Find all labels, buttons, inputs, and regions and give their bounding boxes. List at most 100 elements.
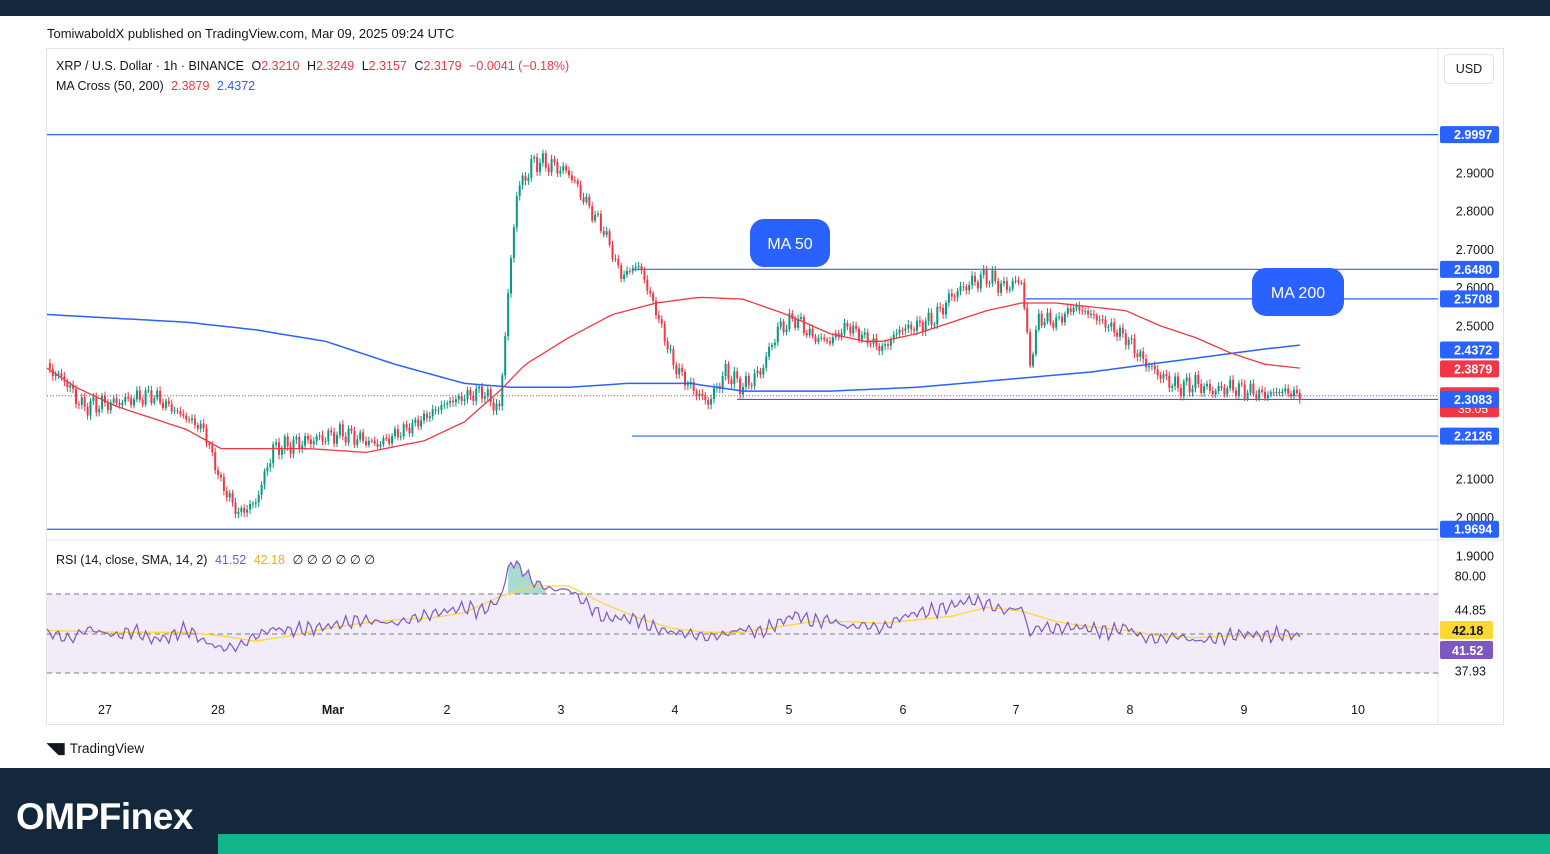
- rsi-tick-label: 44.85: [1455, 604, 1486, 618]
- candle-body: [298, 436, 301, 449]
- candle-body: [826, 339, 829, 342]
- candle-body: [193, 418, 196, 426]
- level-badge-2-5708-label: 2.5708: [1454, 292, 1492, 306]
- candle-body: [77, 403, 80, 405]
- candle-body: [947, 293, 950, 303]
- candle-body: [405, 424, 408, 428]
- level-badge-2-3083: [1440, 390, 1499, 408]
- candle-body: [365, 440, 367, 445]
- candle-body: [739, 378, 742, 395]
- candle-body: [191, 418, 193, 421]
- candle-body: [730, 379, 733, 385]
- candle-body: [217, 470, 220, 475]
- candle-body: [1081, 310, 1084, 312]
- candle-body: [1258, 389, 1261, 399]
- candle-body: [1217, 386, 1220, 391]
- candle-body: [1153, 365, 1156, 370]
- candle-body: [1119, 327, 1121, 337]
- candle-body: [608, 231, 611, 245]
- rsi-sma-legend-value: 42.18: [253, 553, 285, 567]
- candle-body: [414, 419, 417, 423]
- close-value: 2.3179: [423, 59, 462, 73]
- candle-body: [875, 338, 878, 347]
- candle-body: [341, 424, 344, 437]
- candle-body: [159, 390, 162, 403]
- candle-body: [779, 321, 782, 327]
- candle-body: [101, 395, 104, 409]
- candle-body: [425, 413, 428, 419]
- rsi-badge-label: 41.52: [1452, 644, 1483, 658]
- candle-body: [498, 403, 501, 407]
- footer-brand: OMPFinex: [16, 796, 193, 837]
- candle-body: [1029, 331, 1032, 366]
- candle-body: [478, 386, 481, 389]
- candle-body: [1194, 374, 1197, 389]
- candle-body: [849, 326, 852, 334]
- candle-body: [1269, 392, 1272, 395]
- candle-body: [86, 406, 89, 416]
- candle-body: [704, 395, 707, 400]
- low-label: L: [361, 59, 369, 73]
- candle-body: [428, 416, 431, 419]
- rsi-sma-line: [46, 585, 1300, 642]
- candle-body: [1107, 326, 1110, 328]
- tradingview-mark-icon: ◥▮: [47, 740, 66, 757]
- candle-body: [570, 175, 573, 181]
- candle-body: [138, 390, 141, 400]
- candle-body: [185, 415, 188, 420]
- candle-body: [408, 427, 411, 434]
- rsi-label[interactable]: RSI (14, close, SMA, 14, 2): [56, 553, 208, 567]
- candle-body: [1249, 383, 1252, 393]
- ma200-legend-value: 2.4372: [216, 79, 256, 93]
- candle-body: [214, 452, 217, 471]
- candle-body: [1040, 313, 1043, 326]
- symbol-label[interactable]: XRP / U.S. Dollar · 1h · BINANCE: [56, 59, 245, 73]
- candle-body: [626, 270, 628, 275]
- candle-body: [805, 333, 808, 336]
- candle-body: [881, 345, 884, 351]
- level-badge-2-2126-label: 2.2126: [1454, 430, 1492, 444]
- candle-body: [1075, 305, 1078, 308]
- candle-body: [376, 443, 379, 447]
- candle-body: [568, 170, 570, 176]
- candle-body: [652, 293, 655, 301]
- candle-body: [1026, 307, 1029, 332]
- candle-body: [750, 385, 753, 387]
- candle-body: [773, 342, 776, 346]
- candle-body: [127, 396, 130, 399]
- candle-body: [1275, 392, 1278, 394]
- candle-body: [646, 279, 649, 291]
- candle-body: [463, 399, 466, 401]
- publisher-line: TomiwaboldX published on TradingView.com…: [47, 26, 455, 41]
- candle-body: [591, 206, 594, 221]
- candle-body: [863, 332, 866, 335]
- candle-body: [367, 440, 370, 445]
- candle-body: [307, 436, 309, 440]
- candle-body: [530, 158, 533, 178]
- candle-body: [553, 159, 556, 163]
- currency-button[interactable]: USD: [1444, 54, 1494, 84]
- candle-body: [695, 391, 698, 396]
- candle-body: [1174, 376, 1177, 387]
- candle-body: [547, 167, 550, 173]
- candle-body: [669, 349, 672, 351]
- ma-cross-label[interactable]: MA Cross (50, 200): [56, 79, 164, 93]
- candle-body: [347, 428, 350, 443]
- candle-body: [579, 184, 582, 198]
- candle-body: [930, 312, 933, 325]
- candle-body: [266, 467, 269, 472]
- candle-body: [1237, 383, 1240, 397]
- candle-body: [794, 318, 797, 328]
- candle-body: [1110, 322, 1113, 327]
- candle-body: [92, 397, 95, 401]
- candle-body: [565, 166, 568, 171]
- candle-body: [179, 411, 182, 415]
- candle-body: [153, 398, 156, 404]
- candle-body: [1145, 358, 1148, 368]
- candle-body: [559, 170, 562, 174]
- candle-body: [831, 337, 834, 344]
- candle-body: [382, 438, 385, 445]
- candle-body: [1043, 321, 1046, 326]
- tradingview-logo[interactable]: ◥▮ TradingView: [47, 739, 144, 757]
